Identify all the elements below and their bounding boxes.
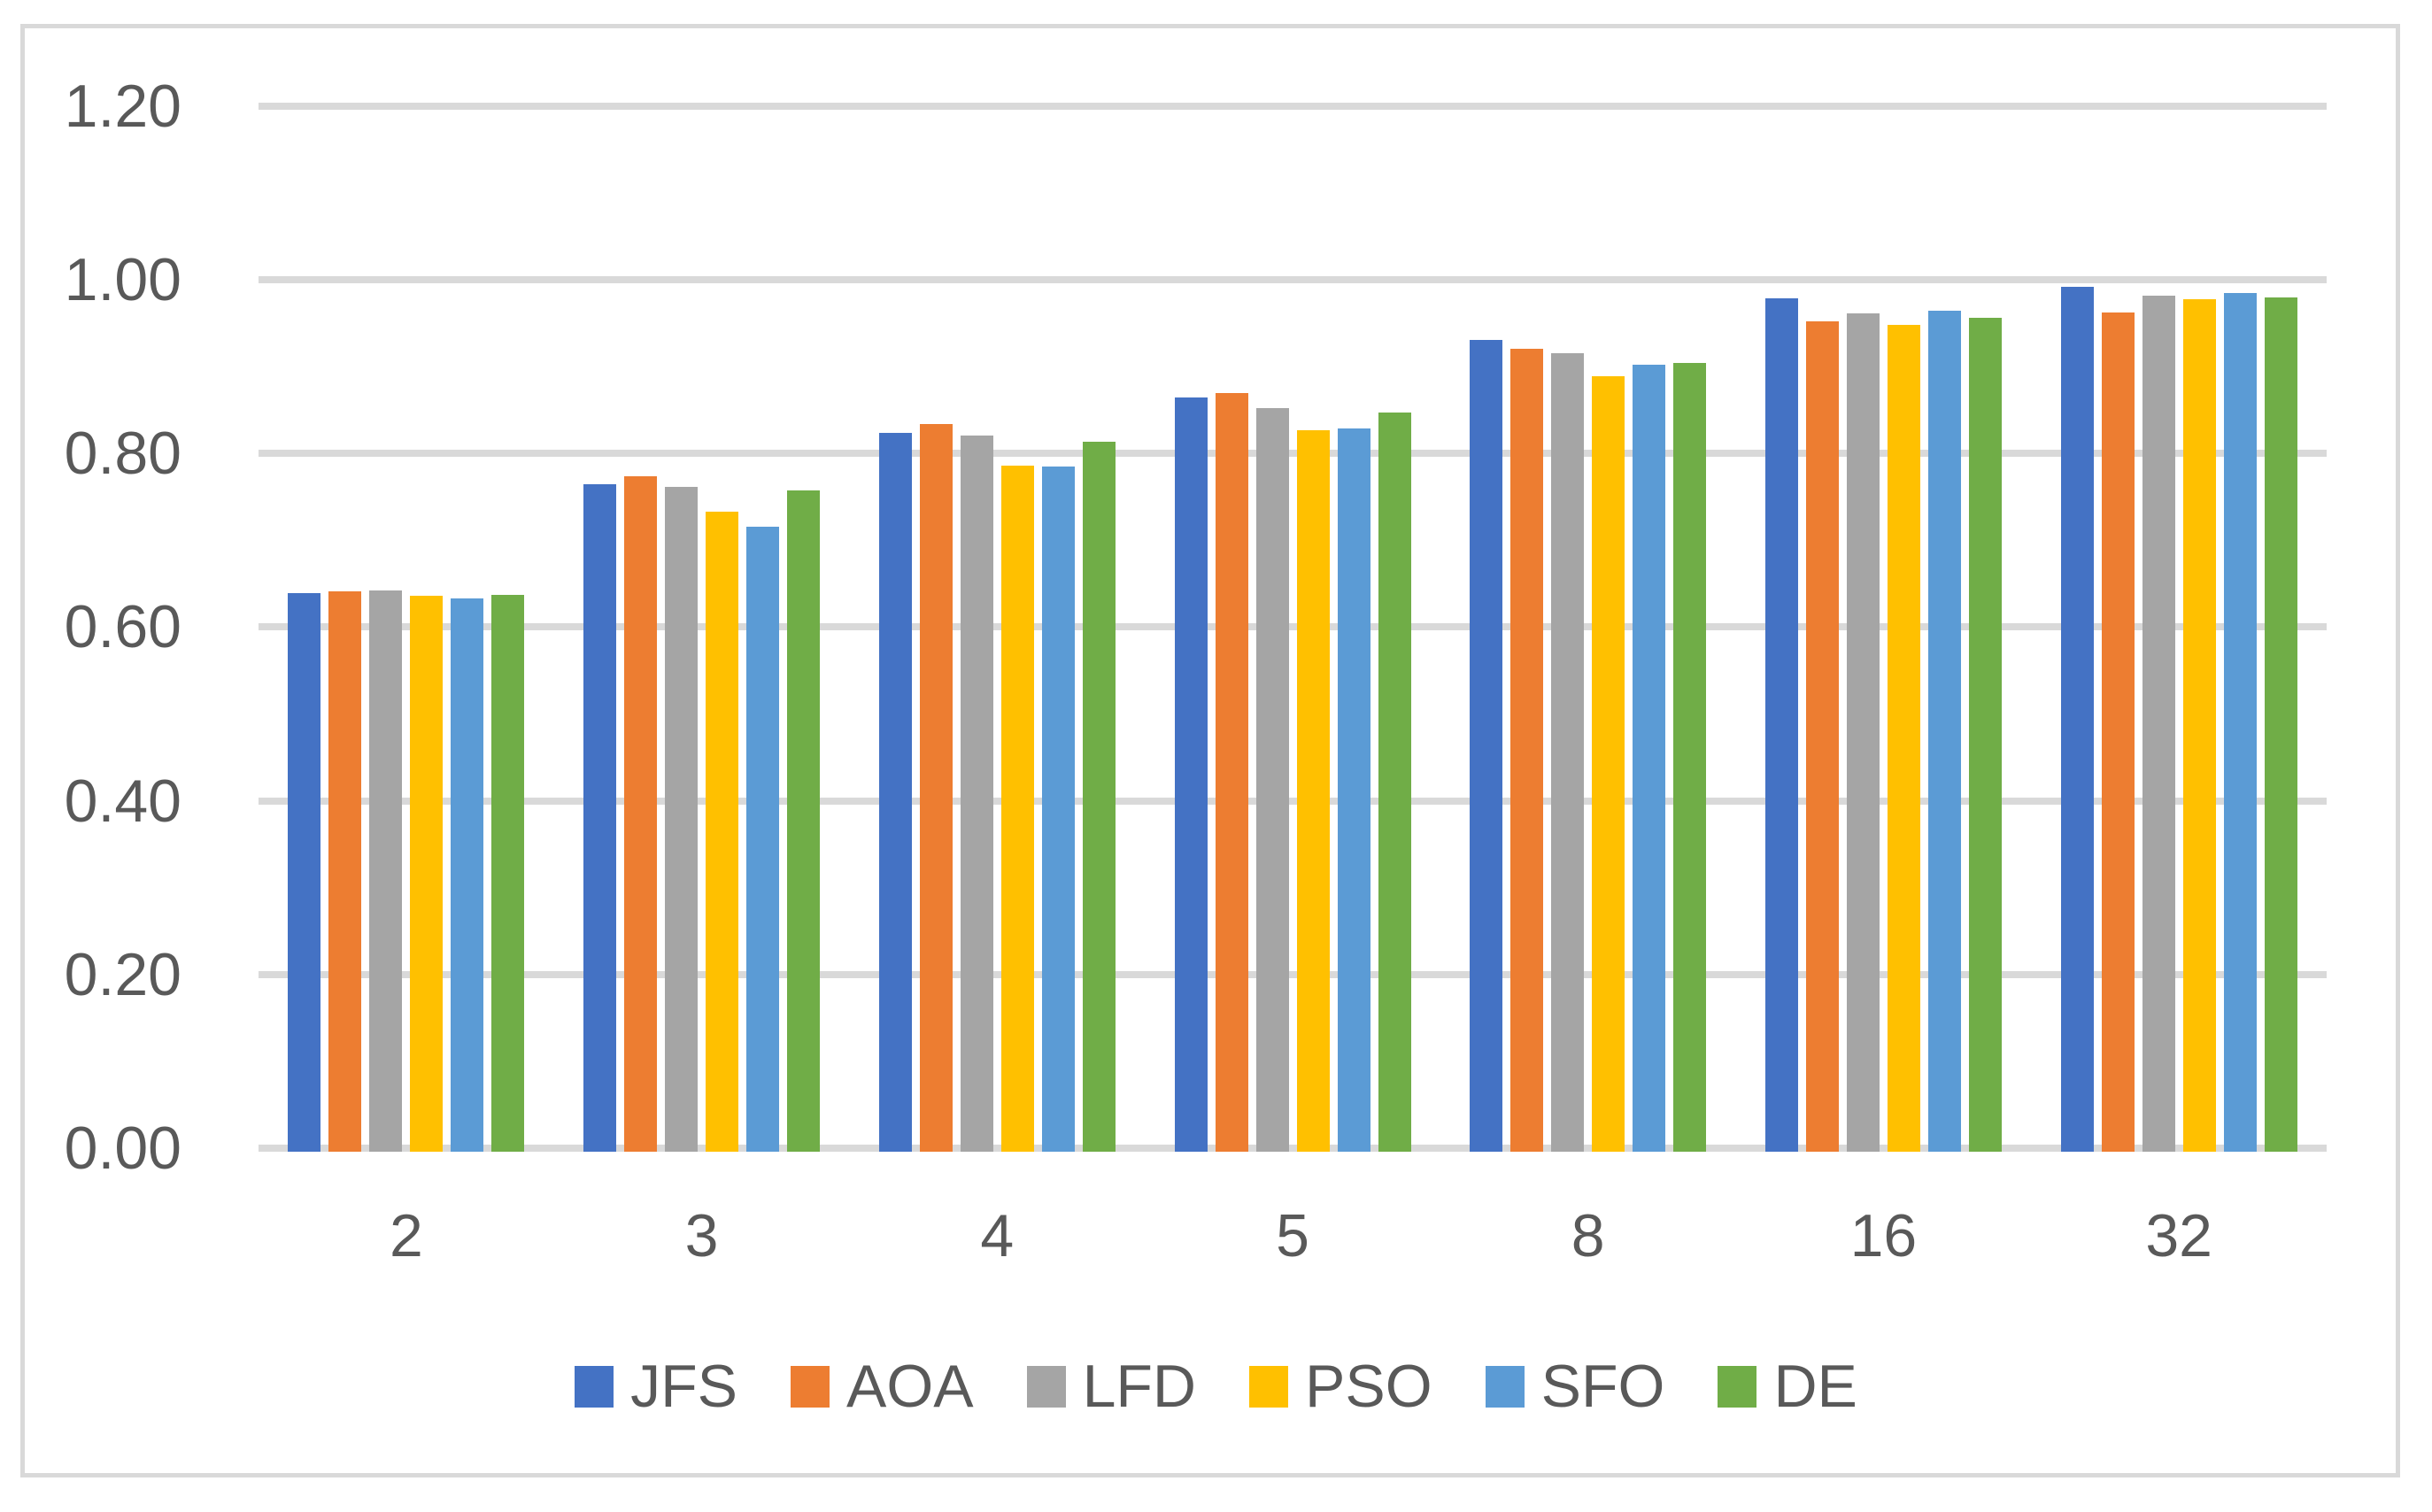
legend-item-DE: DE — [1718, 1353, 1857, 1420]
bar-SFO-3 — [746, 527, 779, 1152]
x-tick-label-5: 5 — [1276, 1202, 1309, 1269]
bar-SFO-16 — [1928, 311, 1961, 1152]
y-tick-label: 1.20 — [64, 72, 181, 140]
y-tick-label: 0.20 — [64, 940, 181, 1008]
bar-JFS-4 — [879, 433, 912, 1152]
legend-swatch-LFD — [1026, 1365, 1066, 1408]
bar-PSO-8 — [1592, 376, 1625, 1152]
bar-PSO-2 — [410, 596, 443, 1152]
bar-AOA-2 — [328, 591, 361, 1152]
bar-SFO-5 — [1338, 428, 1370, 1152]
legend-swatch-AOA — [790, 1365, 830, 1408]
x-axis-line — [259, 1145, 2327, 1152]
bar-PSO-4 — [1001, 466, 1034, 1152]
y-tick-label: 1.00 — [64, 246, 181, 313]
y-tick-label: 0.00 — [64, 1115, 181, 1182]
bar-AOA-16 — [1806, 321, 1839, 1152]
bar-JFS-32 — [2061, 287, 2094, 1152]
bar-DE-4 — [1083, 442, 1116, 1152]
bar-PSO-3 — [706, 512, 738, 1152]
gridline — [259, 970, 2327, 978]
bar-JFS-3 — [583, 484, 616, 1152]
gridline — [259, 276, 2327, 283]
bar-PSO-16 — [1888, 325, 1920, 1152]
legend-item-JFS: JFS — [575, 1353, 737, 1420]
legend-swatch-SFO — [1485, 1365, 1525, 1408]
bar-LFD-16 — [1847, 313, 1880, 1152]
gridline — [259, 797, 2327, 805]
bar-DE-16 — [1969, 318, 2002, 1152]
legend: JFS AOA LFD PSO SFO DE — [0, 1353, 2432, 1420]
legend-label-DE: DE — [1773, 1353, 1857, 1420]
x-tick-label-8: 8 — [1571, 1202, 1605, 1269]
bar-JFS-16 — [1765, 298, 1798, 1152]
bar-DE-32 — [2265, 297, 2297, 1152]
bar-AOA-8 — [1510, 349, 1543, 1152]
legend-label-SFO: SFO — [1540, 1353, 1665, 1420]
bar-JFS-5 — [1175, 397, 1208, 1152]
bar-JFS-2 — [288, 593, 320, 1152]
legend-item-PSO: PSO — [1249, 1353, 1432, 1420]
x-tick-label-3: 3 — [684, 1202, 719, 1269]
legend-label-AOA: AOA — [845, 1353, 974, 1420]
bar-DE-2 — [491, 595, 524, 1152]
y-tick-label: 0.80 — [64, 420, 181, 488]
bar-DE-5 — [1378, 413, 1411, 1152]
y-tick-label: 0.40 — [64, 767, 181, 835]
legend-swatch-JFS — [575, 1365, 614, 1408]
bar-AOA-4 — [920, 424, 953, 1152]
bar-SFO-4 — [1042, 467, 1075, 1152]
y-tick-label: 0.60 — [64, 593, 181, 661]
bar-LFD-32 — [2142, 296, 2175, 1152]
x-tick-label-32: 32 — [2145, 1202, 2212, 1269]
bar-SFO-8 — [1633, 365, 1665, 1152]
legend-label-LFD: LFD — [1082, 1353, 1197, 1420]
bar-LFD-8 — [1551, 353, 1584, 1152]
gridline — [259, 102, 2327, 110]
legend-label-PSO: PSO — [1305, 1353, 1432, 1420]
bar-LFD-4 — [961, 436, 993, 1152]
bar-DE-3 — [787, 490, 820, 1152]
x-tick-label-4: 4 — [980, 1202, 1015, 1269]
bar-SFO-32 — [2224, 293, 2257, 1152]
gridline — [259, 450, 2327, 458]
legend-item-SFO: SFO — [1485, 1353, 1665, 1420]
bar-JFS-8 — [1470, 340, 1502, 1152]
bar-PSO-5 — [1297, 430, 1330, 1152]
x-tick-label-16: 16 — [1849, 1202, 1918, 1269]
bar-PSO-32 — [2183, 299, 2216, 1152]
bar-AOA-5 — [1216, 393, 1248, 1152]
bar-SFO-2 — [451, 598, 483, 1152]
legend-item-AOA: AOA — [790, 1353, 974, 1420]
gridline — [259, 623, 2327, 631]
bar-AOA-3 — [624, 476, 657, 1152]
x-tick-label-2: 2 — [389, 1202, 423, 1269]
legend-item-LFD: LFD — [1026, 1353, 1197, 1420]
legend-swatch-PSO — [1249, 1365, 1289, 1408]
bar-AOA-32 — [2102, 312, 2135, 1152]
legend-label-JFS: JFS — [630, 1353, 737, 1420]
bar-LFD-5 — [1256, 408, 1289, 1152]
legend-swatch-DE — [1718, 1365, 1757, 1408]
bar-LFD-2 — [369, 590, 402, 1152]
bar-LFD-3 — [665, 487, 698, 1152]
bar-DE-8 — [1673, 363, 1706, 1152]
